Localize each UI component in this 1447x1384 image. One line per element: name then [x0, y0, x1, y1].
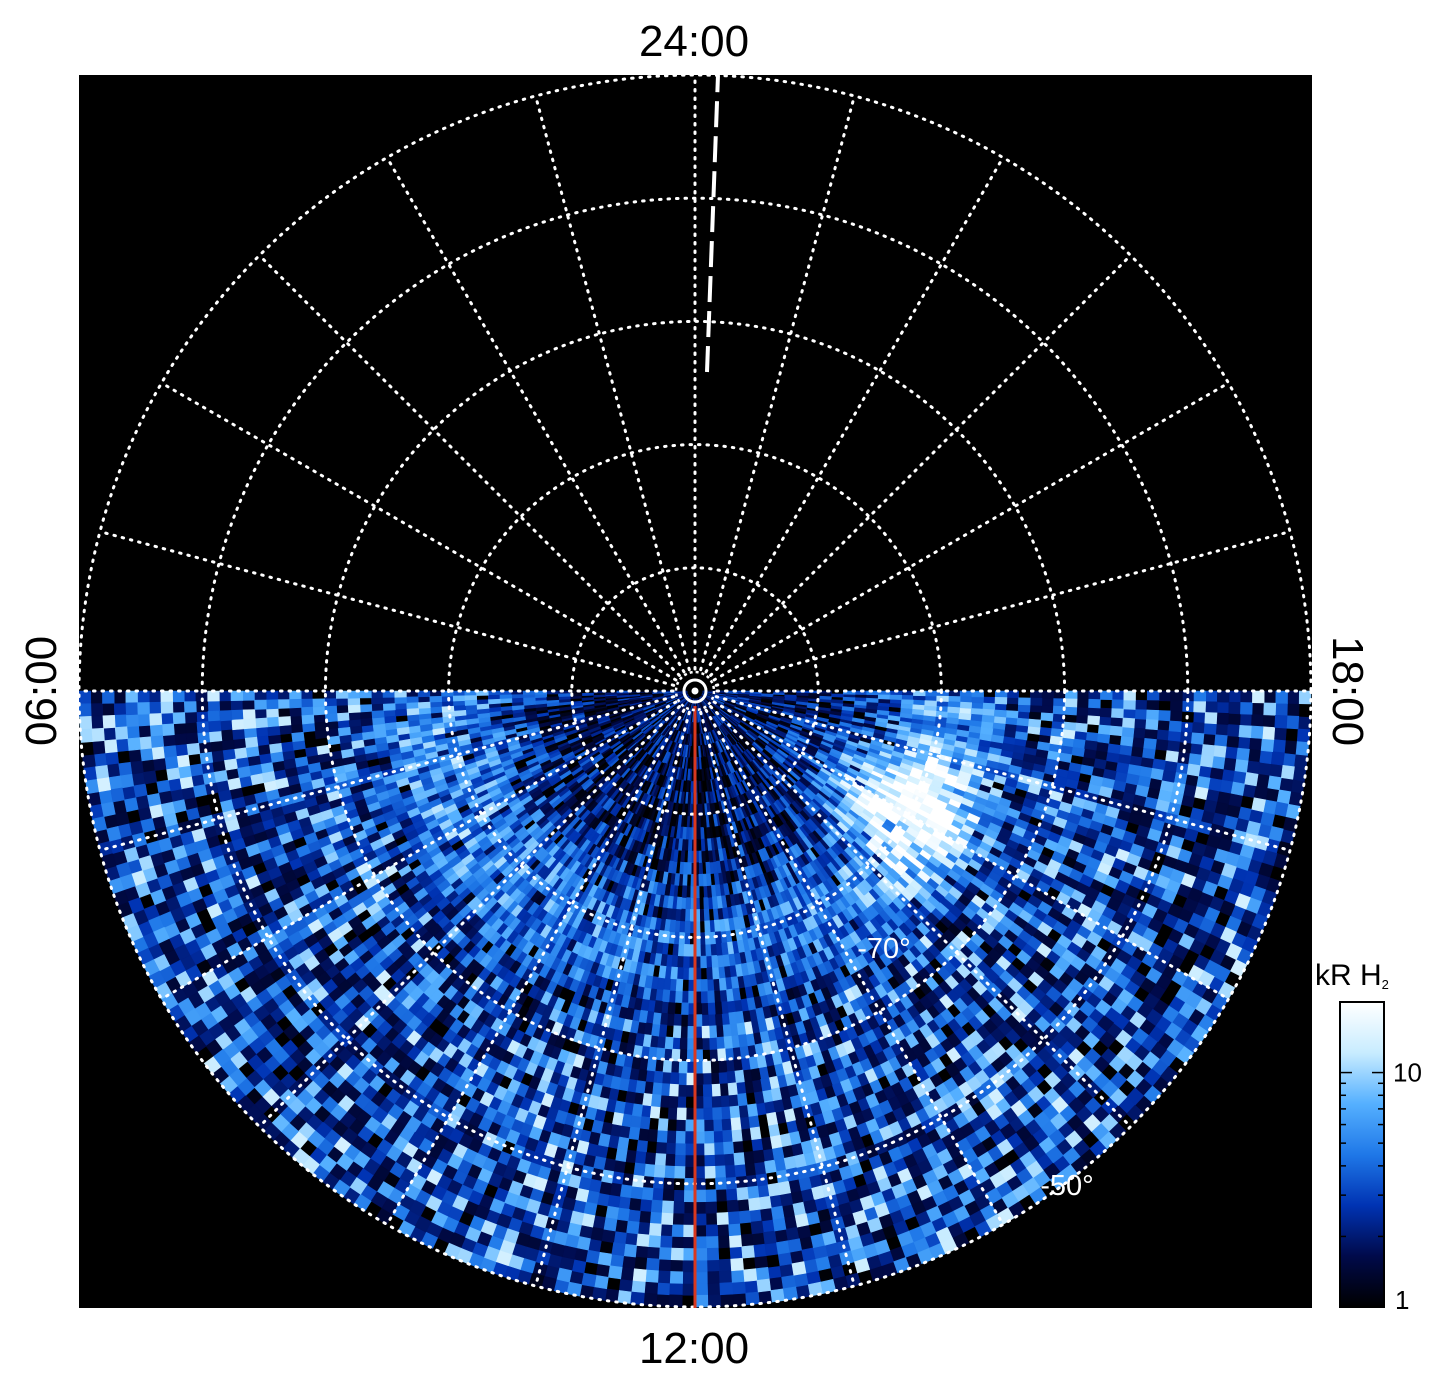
emission-cell-group	[857, 795, 871, 806]
emission-cell-group	[466, 718, 1226, 1003]
colorbar: kR H2 1 10	[1315, 959, 1422, 1315]
emission-cell-group	[1204, 712, 1218, 725]
emission-cell-group	[436, 728, 1005, 893]
latitude-label-50: -50°	[1040, 1170, 1094, 1202]
emission-cell-group	[1186, 763, 1201, 777]
emission-cell-group	[532, 933, 1067, 977]
emission-cell-group	[227, 777, 242, 791]
emission-cell-group	[714, 797, 1037, 944]
latitude-label-70: -70°	[857, 933, 911, 965]
emission-cell-group	[255, 864, 1205, 1006]
emission-cell-group	[900, 788, 915, 799]
emission-cell-group	[646, 904, 655, 918]
local-time-label-right: 18:00	[1323, 636, 1372, 746]
emission-cell-group	[672, 1025, 682, 1039]
local-time-label-bottom: 12:00	[639, 1324, 749, 1373]
emission-cell-group	[919, 803, 934, 815]
colorbar-title: kR H2	[1315, 959, 1389, 992]
colorbar-gradient	[1339, 1001, 1385, 1308]
emission-cell-group	[443, 803, 1237, 1130]
emission-cell-group	[337, 712, 972, 1236]
emission-cell-group	[285, 710, 1112, 1064]
emission-cell-group	[485, 750, 518, 1080]
colorbar-tick-label-10: 10	[1393, 1058, 1422, 1088]
colorbar-title-sub: 2	[1382, 977, 1389, 992]
emission-cell-group	[441, 705, 1005, 1201]
emission-cell-group	[343, 797, 750, 1059]
colorbar-title-main: kR H	[1315, 959, 1382, 992]
emission-cell-group	[905, 826, 920, 839]
colorbar-tick-label-1: 1	[1395, 1285, 1409, 1315]
emission-cell-group	[657, 1118, 669, 1132]
emission-cell-group	[642, 843, 1145, 1181]
emission-cell-group	[125, 702, 741, 1288]
emission-cell-group	[142, 792, 878, 1243]
local-time-label-top: 24:00	[639, 17, 749, 66]
emission-cell-group	[335, 690, 1142, 1107]
emission-cell-group	[417, 701, 431, 709]
emission-cell-group	[317, 699, 786, 1261]
emission-cell-group	[326, 750, 1179, 1179]
emission-cell-group	[612, 1111, 624, 1126]
emission-cell-group	[161, 725, 1264, 1089]
local-time-label-left: 06:00	[17, 636, 66, 746]
emission-cell-group	[546, 696, 563, 726]
emission-cell-group	[651, 703, 832, 928]
emission-cell-group	[578, 732, 1060, 1041]
auroral-emission-map	[79, 690, 1312, 1308]
emission-cell-group	[294, 756, 309, 768]
emission-cell-group	[442, 715, 1252, 1167]
emission-cell-group	[692, 700, 832, 1001]
emission-cell-group	[418, 770, 1177, 1188]
emission-cell-group	[301, 770, 1012, 1189]
